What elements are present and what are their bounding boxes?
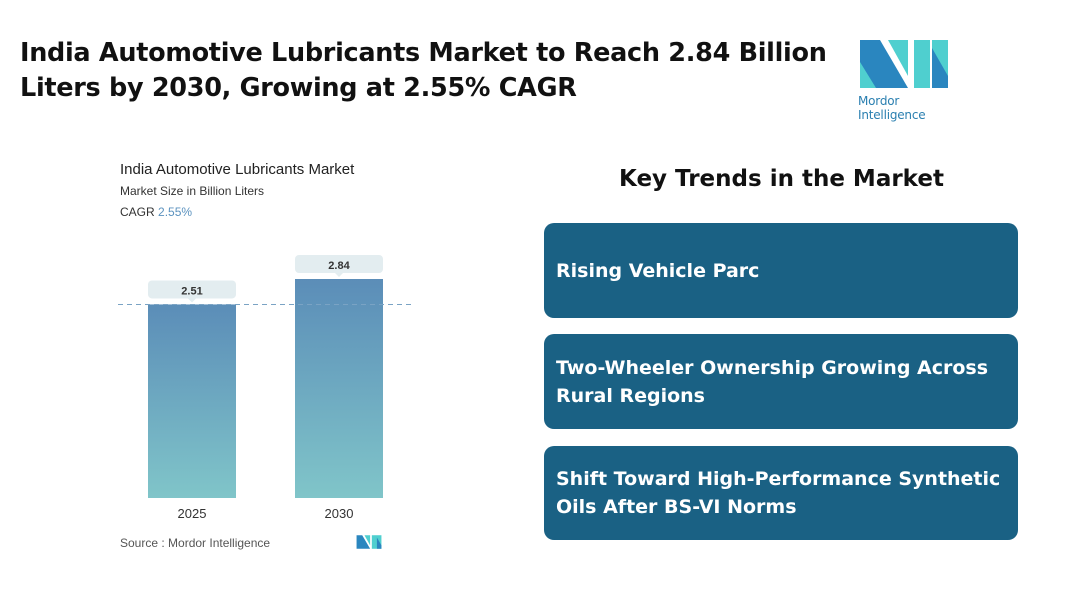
- chart-title: India Automotive Lubricants Market: [120, 161, 355, 178]
- chart-subtitle: Market Size in Billion Liters: [120, 184, 265, 198]
- trend-text: Rising Vehicle Parc: [556, 259, 760, 282]
- mordor-intelligence-logo: Mordor Intelligence: [858, 40, 968, 122]
- data-label-bubble: [148, 280, 236, 299]
- data-label-bubble: [295, 255, 383, 273]
- trend-text: Shift Toward High-Performance Synthetic …: [556, 468, 1001, 518]
- bar-2030: [295, 279, 383, 498]
- page-title: India Automotive Lubricants Market to Re…: [20, 38, 827, 103]
- logo-mark-icon: [860, 40, 948, 88]
- chart-source: Source : Mordor Intelligence: [120, 536, 271, 550]
- trend-card: Two-Wheeler Ownership Growing Across Rur…: [544, 334, 1018, 429]
- trend-card: Rising Vehicle Parc: [544, 223, 1018, 318]
- key-trends-title: Key Trends in the Market: [619, 166, 944, 192]
- data-label: 2.84: [328, 260, 350, 272]
- data-label-pointer: [335, 273, 343, 277]
- x-tick-label: 2030: [325, 506, 354, 521]
- cagr-label: CAGR: [120, 205, 155, 219]
- trend-text: Two-Wheeler Ownership Growing Across Rur…: [556, 356, 989, 407]
- source-logo-icon: [356, 535, 382, 549]
- trend-card: Shift Toward High-Performance Synthetic …: [544, 446, 1018, 540]
- chart-cagr: CAGR 2.55%: [120, 205, 192, 219]
- bar-2025: [148, 304, 236, 498]
- data-label-pointer: [188, 298, 196, 303]
- x-tick-label: 2025: [178, 506, 207, 521]
- cagr-value: 2.55%: [158, 205, 193, 219]
- data-label: 2.51: [181, 285, 202, 297]
- logo-text: Mordor Intelligence: [858, 94, 926, 122]
